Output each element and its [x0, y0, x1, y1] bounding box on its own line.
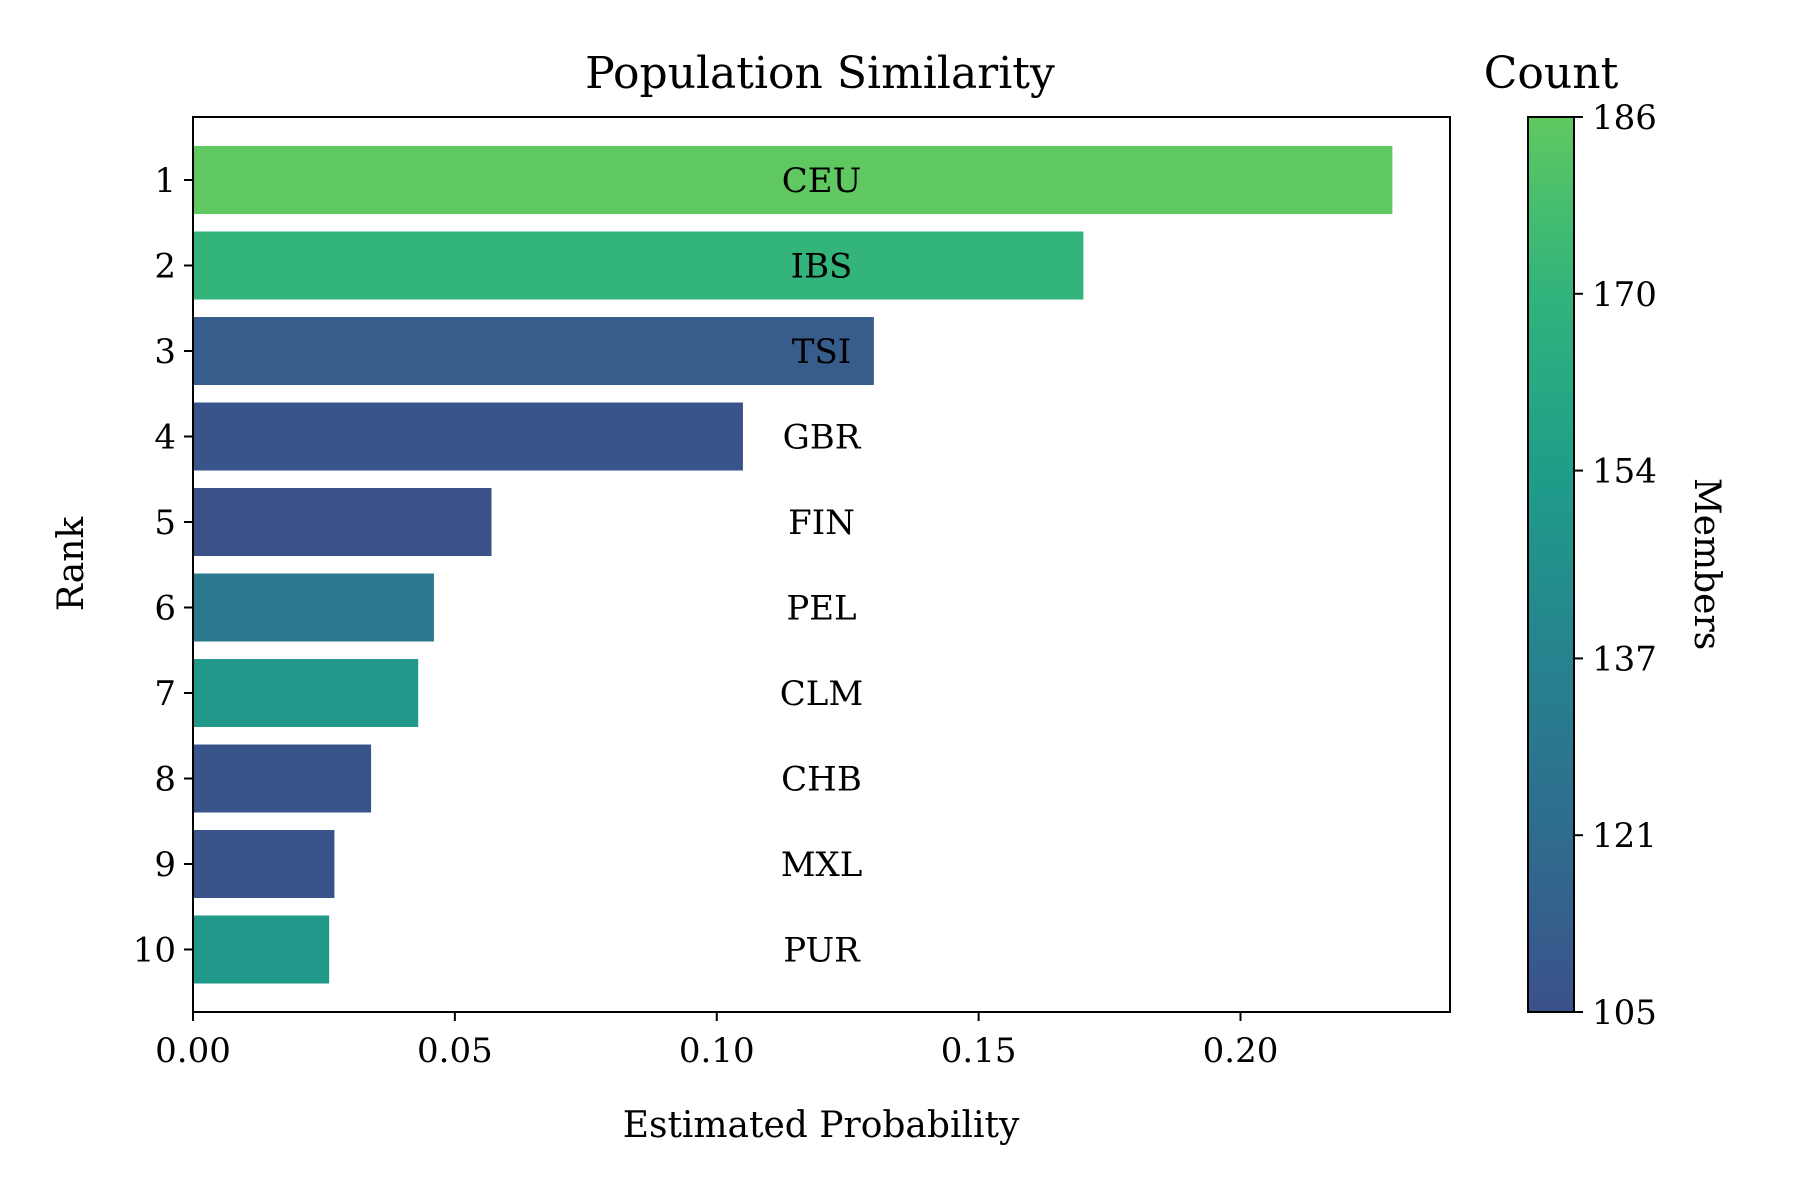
x-axis-label: Estimated Probability [623, 1105, 1020, 1146]
y-tick-label: 8 [154, 760, 176, 800]
y-axis-label: Rank [51, 516, 92, 612]
bar-label: MXL [781, 845, 863, 885]
y-tick-label: 4 [154, 418, 176, 458]
bar-tsi [193, 317, 874, 385]
plot-frame [192, 116, 1451, 1013]
bar-label: IBS [791, 247, 853, 287]
y-axis: 1 2 3 4 5 6 7 8 9 10 [133, 161, 193, 971]
bar-label: PUR [783, 931, 861, 971]
colorbar: Count 105 121 137 154 170 186 Members [1484, 48, 1727, 1033]
colorbar-tick-label: 105 [1592, 993, 1657, 1033]
bar-labels-group: CEU IBS TSI GBR FIN PEL CLM CHB MXL PUR [780, 161, 863, 971]
x-tick-label: 0.15 [941, 1031, 1017, 1071]
colorbar-tick-label: 154 [1592, 452, 1657, 492]
y-tick-label: 2 [154, 247, 176, 287]
bar-label: PEL [786, 589, 856, 629]
y-tick-label: 3 [154, 332, 176, 372]
bar-label: TSI [792, 332, 851, 372]
y-tick-label: 7 [154, 674, 176, 714]
y-tick-label: 10 [133, 931, 176, 971]
colorbar-label: Members [1686, 478, 1727, 650]
bar-label: CHB [781, 760, 862, 800]
chart-title: Population Similarity [585, 48, 1055, 99]
bars-group [193, 146, 1393, 984]
bar-label: FIN [788, 503, 855, 543]
y-tick-label: 9 [154, 845, 176, 885]
bar-label: GBR [783, 418, 862, 458]
y-tick-label: 1 [154, 161, 176, 201]
colorbar-tick-label: 121 [1592, 816, 1657, 856]
y-tick-label: 6 [154, 589, 176, 629]
y-tick-label: 5 [154, 503, 176, 543]
bar-clm [193, 659, 419, 727]
x-tick-label: 0.05 [417, 1031, 493, 1071]
x-tick-label: 0.00 [155, 1031, 231, 1071]
colorbar-tick-label: 137 [1592, 639, 1657, 679]
bar-ibs [193, 231, 1084, 300]
bar-mxl [193, 830, 335, 898]
colorbar-ticks: 105 121 137 154 170 186 [1574, 98, 1657, 1033]
x-tick-label: 0.10 [679, 1031, 755, 1071]
bar-fin [193, 488, 492, 556]
colorbar-tick-label: 186 [1592, 98, 1657, 138]
x-tick-label: 0.20 [1203, 1031, 1279, 1071]
bar-label: CLM [780, 674, 863, 714]
bar-ceu [193, 146, 1393, 214]
colorbar-title: Count [1484, 48, 1619, 99]
colorbar-tick-label: 170 [1592, 275, 1657, 315]
bar-pel [193, 573, 434, 642]
bar-chb [193, 744, 372, 813]
bar-label: CEU [782, 161, 862, 201]
bar-pur [193, 915, 330, 984]
bar-gbr [193, 402, 743, 471]
colorbar-gradient [1527, 116, 1575, 1013]
x-axis: 0.00 0.05 0.10 0.15 0.20 [155, 1012, 1278, 1071]
